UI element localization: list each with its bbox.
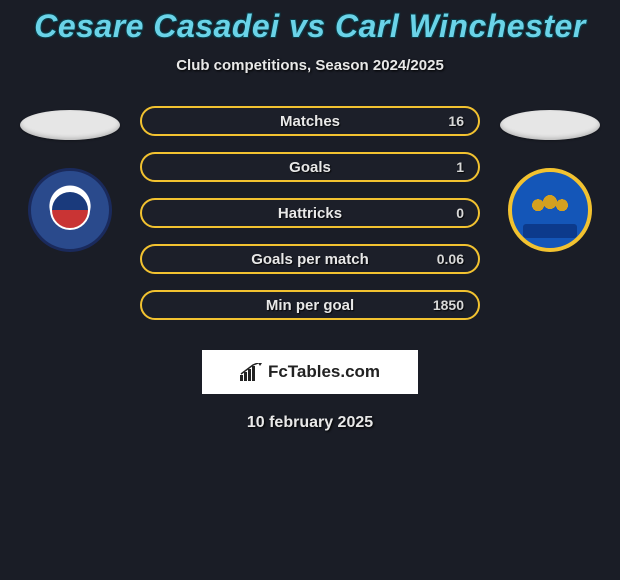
stat-value: 1 (456, 159, 464, 175)
stats-column: Matches 16 Goals 1 Hattricks 0 Goals per… (140, 106, 480, 320)
brand-badge: FcTables.com (202, 350, 418, 394)
stat-row-goals-per-match: Goals per match 0.06 (140, 244, 480, 274)
infographic-container: Cesare Casadei vs Carl Winchester Club c… (0, 0, 620, 432)
subtitle: Club competitions, Season 2024/2025 (0, 57, 620, 74)
stat-label: Goals per match (251, 251, 369, 268)
stat-value: 1850 (433, 297, 464, 313)
date-text: 10 february 2025 (0, 414, 620, 432)
stat-row-goals: Goals 1 (140, 152, 480, 182)
club-crest-right (508, 168, 592, 252)
stat-value: 16 (448, 113, 464, 129)
stat-row-hattricks: Hattricks 0 (140, 198, 480, 228)
stat-label: Goals (289, 159, 331, 176)
page-title: Cesare Casadei vs Carl Winchester (0, 8, 620, 45)
content-row: Matches 16 Goals 1 Hattricks 0 Goals per… (0, 106, 620, 320)
stat-row-matches: Matches 16 (140, 106, 480, 136)
stat-label: Matches (280, 113, 340, 130)
player-left-placeholder (20, 110, 120, 140)
stat-label: Min per goal (266, 297, 354, 314)
stat-value: 0 (456, 205, 464, 221)
right-column (500, 106, 600, 252)
stat-row-min-per-goal: Min per goal 1850 (140, 290, 480, 320)
player-right-placeholder (500, 110, 600, 140)
left-column (20, 106, 120, 252)
stat-label: Hattricks (278, 205, 342, 222)
club-crest-left (28, 168, 112, 252)
stat-value: 0.06 (437, 251, 464, 267)
brand-text: FcTables.com (268, 362, 380, 382)
bar-chart-icon (240, 363, 262, 381)
